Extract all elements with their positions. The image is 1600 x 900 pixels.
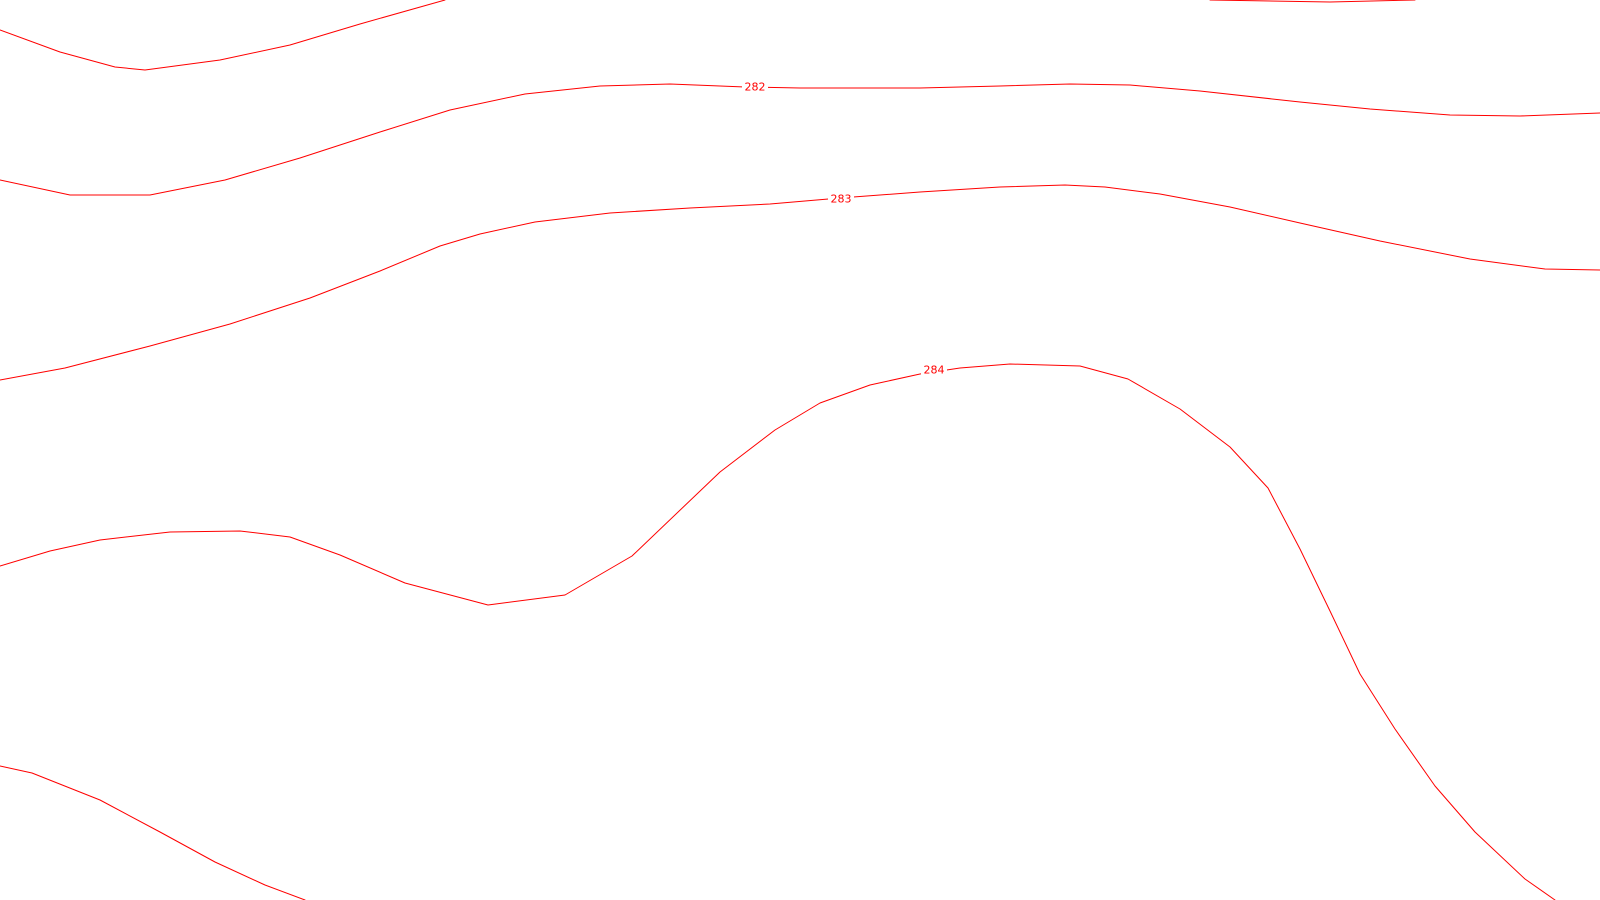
contour-283-label-gap <box>828 192 854 206</box>
contour-line-283: 283 <box>0 184 1600 381</box>
contour-283-label: 283 <box>831 193 852 206</box>
contour-line-282: 282 <box>0 80 1600 196</box>
contour-284-label-gap <box>921 363 947 377</box>
contour-281-segment-right <box>1209 0 1416 3</box>
contour-284-path <box>0 363 1556 900</box>
contour-282-label-gap <box>742 80 768 94</box>
contour-285-path <box>0 765 306 900</box>
contour-281-segment-left <box>0 0 446 71</box>
contour-283-path <box>0 184 1600 381</box>
contour-282-label: 282 <box>745 81 766 94</box>
contour-line-285 <box>0 765 306 900</box>
contour-284-label: 284 <box>924 364 945 377</box>
contour-line-284: 284 <box>0 363 1556 900</box>
contour-line-281 <box>0 0 1416 71</box>
contour-282-path <box>0 83 1600 196</box>
